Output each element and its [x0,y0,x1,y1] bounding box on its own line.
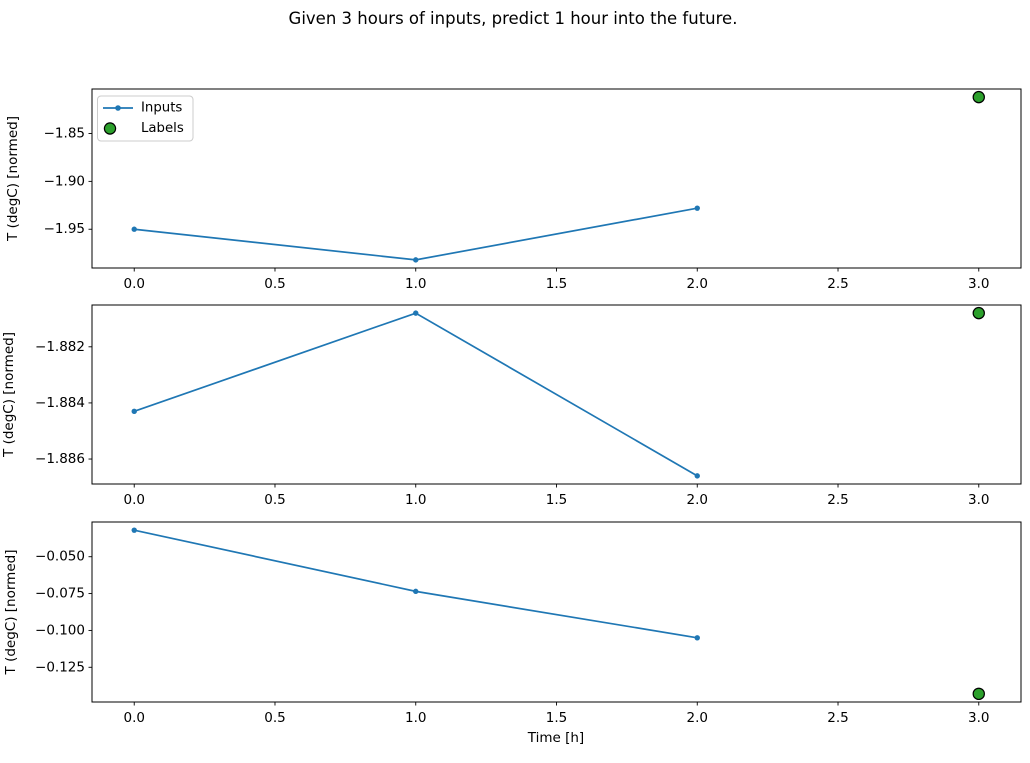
inputs-line [134,529,698,639]
x-tick-label: 1.5 [546,276,567,292]
subplot-3: 0.0 0.5 1.0 1.5 2.0 2.5 3.0 −0.050 −0.075 −0.100 −… [35,521,1022,726]
labels-point [972,306,985,320]
y-tick-label: −1.85 [44,126,85,142]
legend-labels-label: Labels [141,121,184,136]
x-tick-label: 2.5 [827,492,848,508]
subplot-1: 0.0 0.5 1.0 1.5 2.0 2.5 3.0 −1.85 −1.90 −1.95 [44,88,1022,292]
inputs-point [694,635,700,641]
y-tick-label: −1.886 [35,451,85,467]
legend: Inputs Labels [97,95,194,142]
x-tick-label: 3.0 [968,710,989,726]
axes-frame [91,521,1022,703]
inputs-point [131,408,137,415]
inputs-point [131,527,137,533]
x-tick-label: 0.0 [123,710,144,726]
x-tick-label: 0.0 [123,276,144,292]
y-tick-label: −0.100 [35,622,85,638]
inputs-point [413,588,419,595]
legend-inputs-marker [115,105,121,111]
x-tick-label: 1.0 [405,492,426,508]
y-tick-label: −1.95 [44,221,85,237]
inputs-point [694,473,700,479]
x-tick-label: 1.0 [405,710,426,726]
x-tick-label: 1.0 [405,276,426,292]
subplot-2: 0.0 0.5 1.0 1.5 2.0 2.5 3.0 −1.882 −1.884 −1.886 [35,304,1022,508]
inputs-line [134,207,698,261]
inputs-point [694,205,700,211]
x-tick-label: 2.5 [827,276,848,292]
inputs-point [413,257,419,263]
y-tick-label: −1.90 [44,173,85,189]
y-tick-label: −0.050 [35,549,85,565]
inputs-line [133,312,698,477]
x-tick-label: 0.5 [264,710,285,726]
inputs-point [413,310,419,316]
x-tick-label: 2.5 [827,710,848,726]
y-tick-label: −1.882 [35,339,85,355]
x-axis-label: Time [h] [527,730,584,746]
subplots-group: 0.0 0.5 1.0 1.5 2.0 2.5 3.0−1.85−1.90−1.950.0 0… [35,88,1022,726]
x-tick-label: 1.5 [546,710,567,726]
labels-point [972,687,985,701]
x-tick-label: 0.5 [264,492,285,508]
x-tick-label: 3.0 [968,492,989,508]
y-axis-label-subplot-2: T (degC) [normed] [1,332,17,458]
y-tick-label: −0.125 [35,659,85,675]
x-tick-label: 2.0 [687,492,708,508]
x-tick-label: 2.0 [687,276,708,292]
y-tick-label: −1.884 [35,395,85,411]
y-axis-label-subplot-3: T (degC) [normed] [3,550,19,676]
x-tick-label: 0.5 [264,276,285,292]
inputs-point [131,226,137,232]
x-tick-label: 3.0 [968,276,989,292]
legend-inputs-label: Inputs [141,101,182,116]
x-tick-label: 2.0 [687,710,708,726]
y-tick-label: −0.075 [35,586,85,602]
x-tick-label: 0.0 [123,492,144,508]
y-axis-label-subplot-1: T (degC) [normed] [5,116,21,242]
axes-frame [91,88,1022,269]
figure-title: Given 3 hours of inputs, predict 1 hour … [289,9,738,28]
legend-labels-marker [103,122,117,135]
labels-point [972,90,985,104]
x-tick-label: 1.5 [546,492,567,508]
